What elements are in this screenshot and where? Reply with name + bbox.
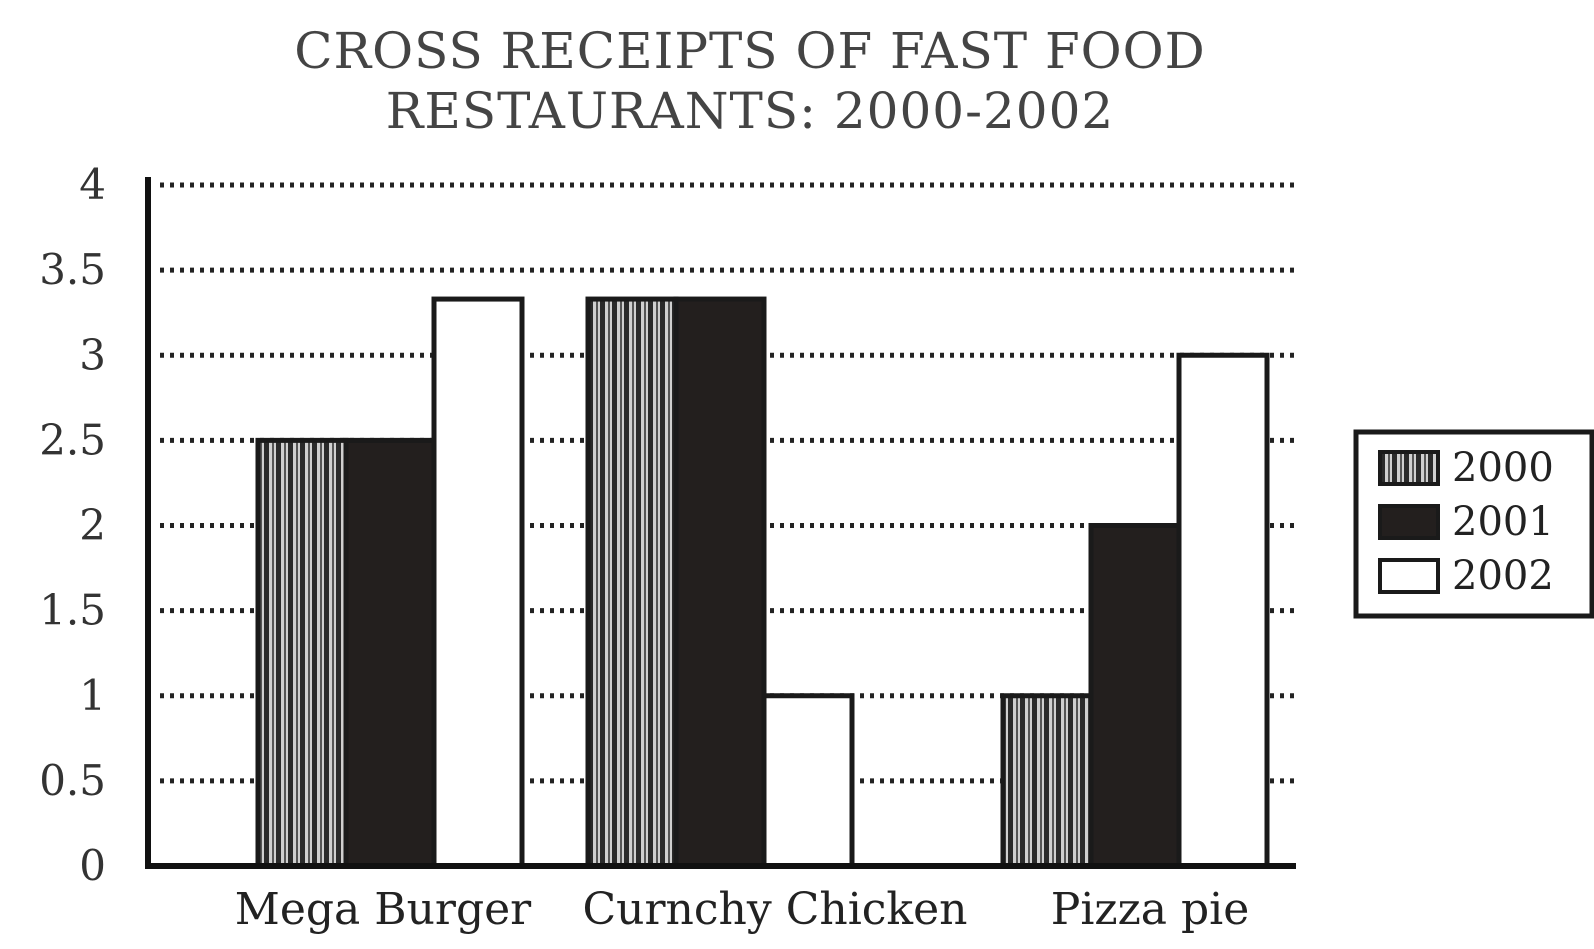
bar-2002 xyxy=(431,296,525,869)
y-axis-ticks: 0 0.5 1 1.5 2 2.5 3 3.5 4 xyxy=(39,160,106,890)
x-category-label: Curnchy Chicken xyxy=(583,884,968,935)
y-tick-label: 1 xyxy=(79,671,106,720)
legend-swatch-2000 xyxy=(1378,450,1440,486)
y-tick-label: 2.5 xyxy=(39,415,106,464)
legend: 2000 2001 2002 xyxy=(1353,429,1594,619)
y-tick-label: 1.5 xyxy=(39,586,106,635)
y-tick-label: 4 xyxy=(79,160,106,209)
x-axis-categories: Mega Burger Curnchy Chicken Pizza pie xyxy=(235,884,1249,935)
bar-2000 xyxy=(1000,693,1094,869)
bar-2001 xyxy=(1088,523,1182,869)
legend-label: 2001 xyxy=(1452,499,1554,545)
bar-2000 xyxy=(255,437,349,869)
x-category-label: Pizza pie xyxy=(1051,884,1250,935)
y-tick-label: 3 xyxy=(79,330,106,379)
bar-2000 xyxy=(585,296,679,869)
bars xyxy=(255,296,1270,869)
chart-title-line-1: CROSS RECEIPTS OF FAST FOOD xyxy=(294,22,1206,80)
legend-swatch-2002 xyxy=(1378,558,1440,594)
legend-swatch-2001 xyxy=(1378,504,1440,540)
y-tick-label: 3.5 xyxy=(39,245,106,294)
bar-2002 xyxy=(761,693,855,869)
bar-2001 xyxy=(673,296,767,869)
axes xyxy=(145,177,1296,869)
chart-title: CROSS RECEIPTS OF FAST FOOD RESTAURANTS:… xyxy=(294,22,1206,140)
y-tick-label: 2 xyxy=(79,501,106,550)
bar-2002 xyxy=(1176,352,1270,869)
x-category-label: Mega Burger xyxy=(235,884,532,935)
legend-label: 2000 xyxy=(1452,445,1554,491)
chart-title-line-2: RESTAURANTS: 2000-2002 xyxy=(386,82,1115,140)
y-tick-label: 0 xyxy=(79,841,106,890)
bar-2001 xyxy=(343,437,437,869)
y-tick-label: 0.5 xyxy=(39,756,106,805)
legend-label: 2002 xyxy=(1452,553,1554,599)
